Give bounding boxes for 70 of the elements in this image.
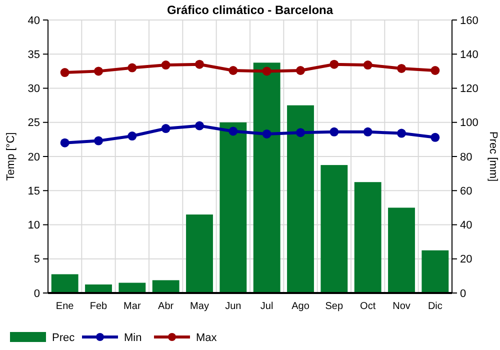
y-tick-label: 15 <box>28 185 40 198</box>
y2-tick-label: 40 <box>460 220 472 232</box>
point <box>94 66 103 76</box>
point <box>330 60 339 69</box>
point <box>94 136 103 146</box>
point <box>296 128 305 138</box>
bar <box>51 274 78 293</box>
y2-tick-label: 160 <box>460 14 478 27</box>
point <box>161 60 170 70</box>
y2-tick-label: 60 <box>460 185 472 198</box>
point <box>128 132 137 141</box>
x-tick-label: Jun <box>225 301 242 312</box>
point <box>397 64 406 73</box>
y2-tick-label: 80 <box>460 151 472 164</box>
y-tick-label: 0 <box>34 288 40 300</box>
point <box>128 63 137 72</box>
y2-tick-label: 20 <box>460 254 472 266</box>
point <box>195 121 204 130</box>
bar <box>253 62 280 293</box>
bar <box>287 105 314 293</box>
point <box>60 68 70 78</box>
bar <box>320 165 348 293</box>
point <box>430 66 440 76</box>
point <box>330 127 339 136</box>
x-tick-label: Sep <box>325 301 344 312</box>
x-tick-label: Abr <box>158 301 174 312</box>
x-tick-label: Nov <box>392 301 410 312</box>
bar <box>152 280 180 293</box>
x-tick-label: Jul <box>260 301 274 312</box>
point <box>397 128 406 138</box>
bar <box>388 208 415 293</box>
legend-label: Prec <box>52 332 76 344</box>
x-tick-label: Ene <box>56 301 74 312</box>
y2-tick-label: 0 <box>460 288 466 300</box>
point <box>228 66 238 76</box>
point <box>363 127 372 136</box>
y2-axis-title: Prec [mm] <box>487 131 499 182</box>
bar <box>186 214 213 293</box>
legend-label: Min <box>124 332 142 344</box>
y-tick-label: 35 <box>28 48 40 61</box>
y2-tick-label: 140 <box>460 48 478 61</box>
chart-title: Gráfico climático - Barcelona <box>166 3 334 17</box>
point <box>60 138 70 148</box>
point <box>363 60 372 70</box>
x-tick-label: May <box>190 301 209 312</box>
point <box>262 129 272 138</box>
x-tick-label: Oct <box>360 301 376 312</box>
bar <box>220 122 247 293</box>
point <box>228 126 238 136</box>
x-tick-label: Mar <box>124 301 142 312</box>
x-tick-label: Dic <box>428 301 442 312</box>
point <box>430 132 440 142</box>
point <box>161 124 170 134</box>
bar <box>354 182 382 293</box>
point <box>195 60 204 69</box>
point <box>262 66 272 76</box>
bar <box>422 250 449 293</box>
x-tick-label: Feb <box>90 301 108 312</box>
y-tick-label: 30 <box>28 83 40 96</box>
y-tick-label: 5 <box>34 254 40 266</box>
y2-tick-label: 100 <box>460 117 478 130</box>
y2-tick-label: 120 <box>460 83 478 96</box>
y-tick-label: 40 <box>28 14 40 27</box>
point <box>296 66 305 76</box>
y-tick-label: 10 <box>28 220 40 232</box>
legend-label: Max <box>196 332 218 344</box>
y-axis-title: Temp [°C] <box>5 132 17 181</box>
y-tick-label: 20 <box>28 151 40 164</box>
x-tick-label: Ago <box>292 301 310 312</box>
y-tick-label: 25 <box>28 117 40 130</box>
